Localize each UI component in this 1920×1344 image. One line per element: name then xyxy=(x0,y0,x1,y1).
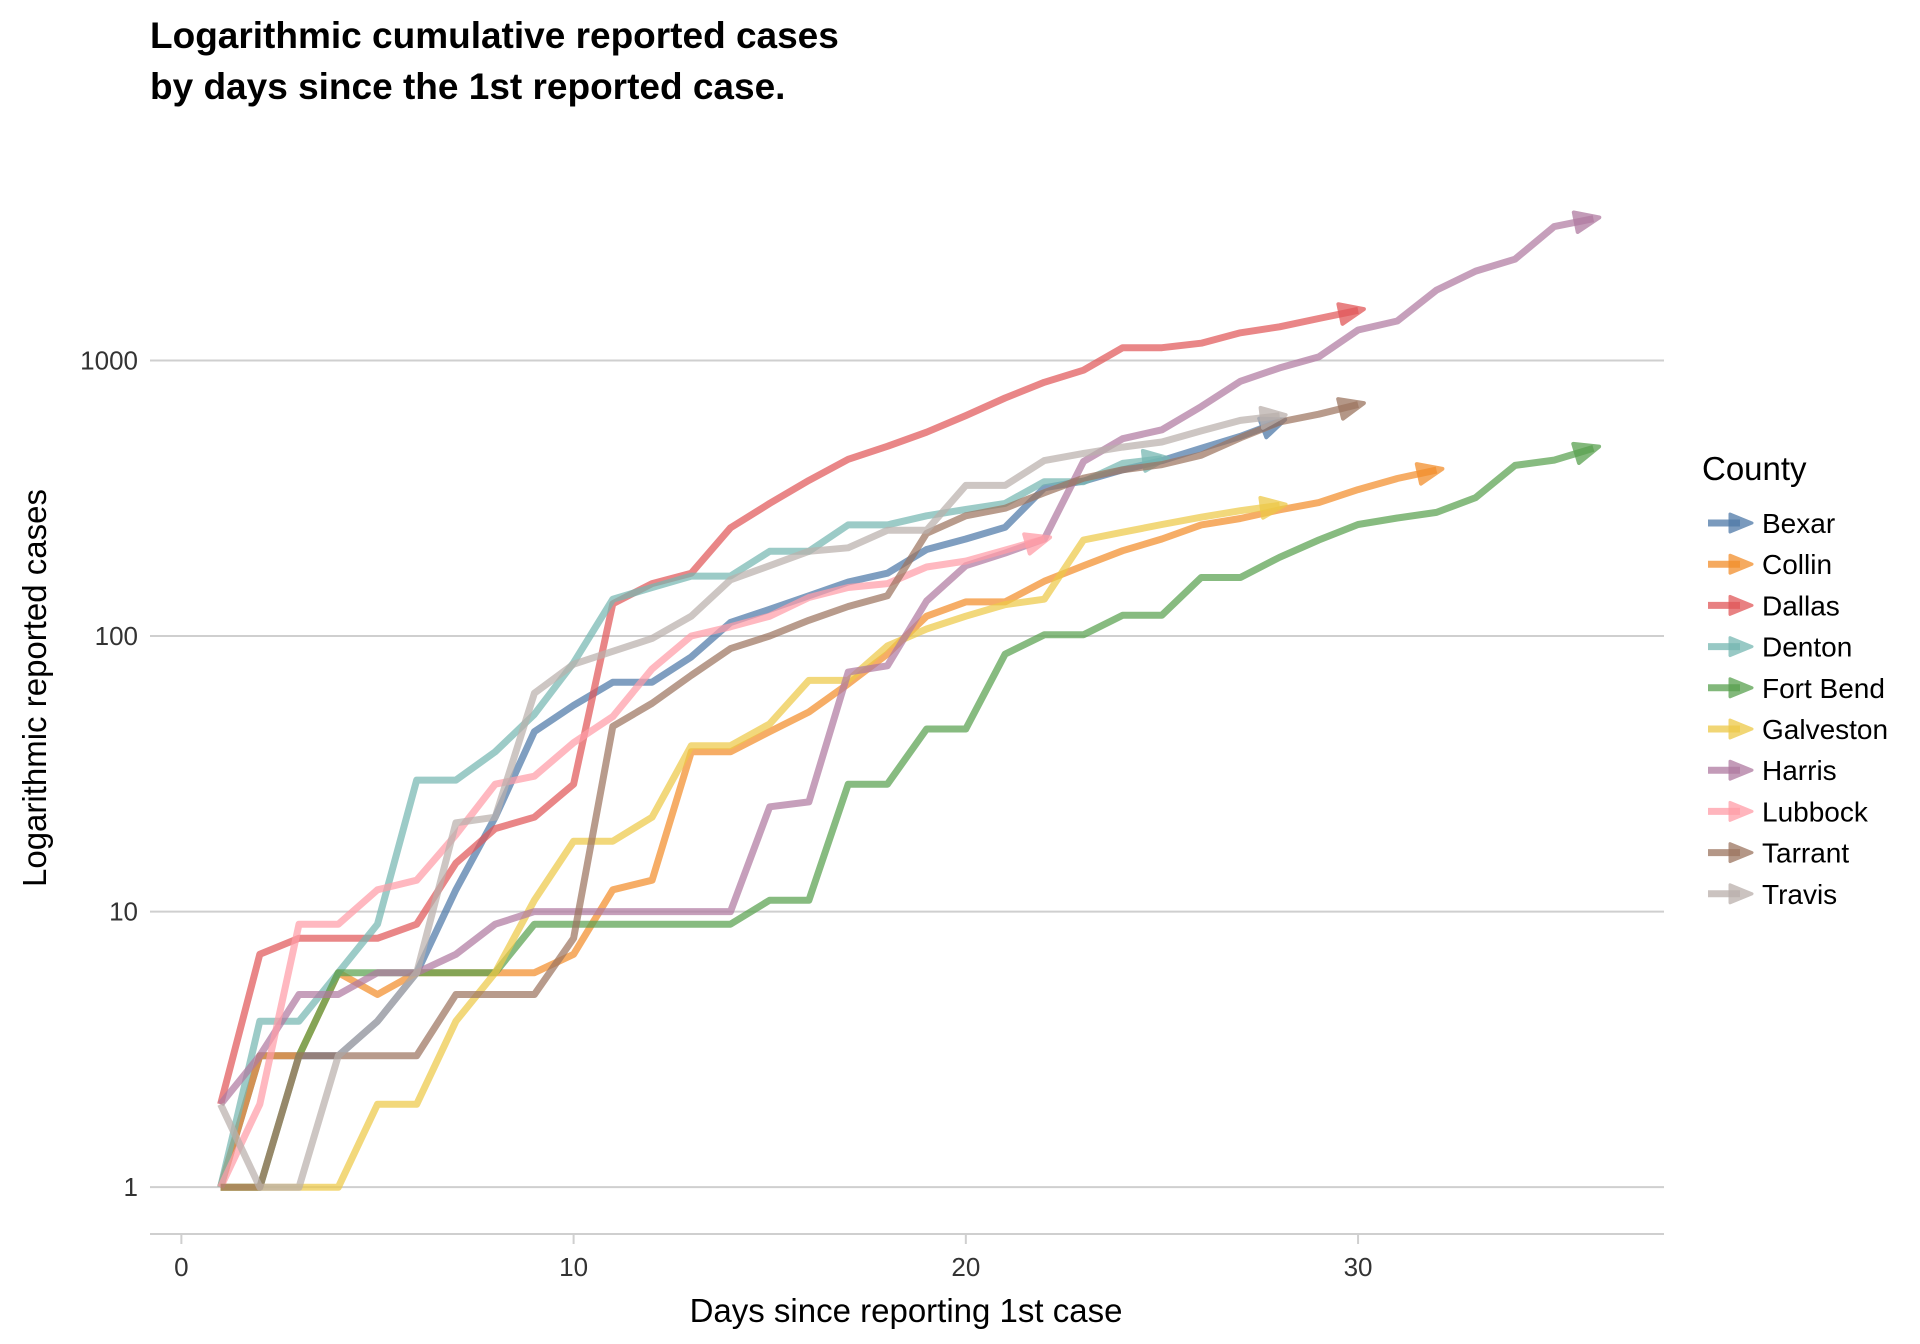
chart-title-line-1: Logarithmic cumulative reported cases xyxy=(150,15,839,56)
series-line-dallas xyxy=(217,306,1359,1106)
legend-arrow-denton xyxy=(1728,636,1754,658)
legend-title: County xyxy=(1702,450,1807,487)
legend: County Bexar Collin Dallas Denton Fort Bend G… xyxy=(1702,450,1888,910)
y-tick-label: 100 xyxy=(95,621,138,651)
legend-label-travis: Travis xyxy=(1762,879,1837,910)
y-tick-label: 1 xyxy=(124,1172,138,1202)
series-arrow-lubbock xyxy=(1022,532,1053,556)
legend-item-fort-bend: Fort Bend xyxy=(1708,673,1885,704)
gridlines xyxy=(150,359,1664,1189)
legend-label-bexar: Bexar xyxy=(1762,508,1835,539)
series-lines xyxy=(217,210,1602,1191)
series-arrow-harris xyxy=(1571,210,1602,234)
series-line-lubbock xyxy=(217,535,1046,1189)
y-tick-label: 10 xyxy=(109,897,138,927)
legend-label-tarrant: Tarrant xyxy=(1762,838,1849,869)
series-arrow-tarrant xyxy=(1336,397,1366,421)
legend-label-lubbock: Lubbock xyxy=(1762,796,1869,827)
x-axis-title: Days since reporting 1st case xyxy=(690,1292,1123,1329)
legend-arrow-harris xyxy=(1728,759,1754,781)
legend-label-denton: Denton xyxy=(1762,632,1852,663)
chart-title-line-2: by days since the 1st reported case. xyxy=(150,66,785,107)
series-line-travis xyxy=(217,412,1281,1191)
x-axis-ticks: 0 10 20 30 xyxy=(174,1234,1373,1282)
legend-arrow-fort-bend xyxy=(1728,677,1754,699)
x-tick-label: 10 xyxy=(559,1252,588,1282)
series-line-denton xyxy=(217,455,1163,1189)
x-tick-label: 20 xyxy=(951,1252,980,1282)
legend-item-galveston: Galveston xyxy=(1708,714,1888,745)
series-line-harris xyxy=(217,215,1595,1107)
legend-item-collin: Collin xyxy=(1708,549,1832,580)
series-line-fort-bend xyxy=(220,444,1595,1191)
legend-arrow-bexar xyxy=(1728,512,1754,534)
x-tick-label: 30 xyxy=(1344,1252,1373,1282)
series-arrow-travis xyxy=(1258,405,1288,430)
legend-item-denton: Denton xyxy=(1708,632,1852,663)
x-tick-label: 0 xyxy=(174,1252,188,1282)
legend-item-tarrant: Tarrant xyxy=(1708,838,1849,869)
legend-item-harris: Harris xyxy=(1708,755,1837,786)
series-arrow-fort-bend xyxy=(1571,441,1602,465)
legend-arrow-collin xyxy=(1728,553,1754,575)
series-line-tarrant xyxy=(220,401,1359,1191)
legend-item-bexar: Bexar xyxy=(1708,508,1835,539)
legend-item-lubbock: Lubbock xyxy=(1708,796,1869,827)
legend-label-dallas: Dallas xyxy=(1762,590,1840,621)
legend-item-dallas: Dallas xyxy=(1708,590,1840,621)
legend-arrow-tarrant xyxy=(1728,842,1754,864)
y-axis-ticks: 1 10 100 1000 xyxy=(80,345,138,1202)
legend-label-collin: Collin xyxy=(1762,549,1832,580)
legend-item-travis: Travis xyxy=(1708,879,1837,910)
y-tick-label: 1000 xyxy=(80,345,138,375)
series-line-bexar xyxy=(217,418,1281,1189)
legend-arrow-galveston xyxy=(1728,718,1754,740)
legend-arrow-travis xyxy=(1728,883,1754,905)
legend-label-harris: Harris xyxy=(1762,755,1837,786)
legend-label-galveston: Galveston xyxy=(1762,714,1888,745)
legend-arrow-dallas xyxy=(1728,594,1754,616)
legend-arrow-lubbock xyxy=(1728,800,1754,822)
legend-label-fort-bend: Fort Bend xyxy=(1762,673,1885,704)
series-arrow-collin xyxy=(1414,462,1445,486)
series-arrow-galveston xyxy=(1258,495,1288,520)
series-line-galveston xyxy=(220,501,1281,1191)
series-arrow-dallas xyxy=(1336,302,1366,326)
y-axis-title: Logarithmic reported cases xyxy=(16,489,53,887)
